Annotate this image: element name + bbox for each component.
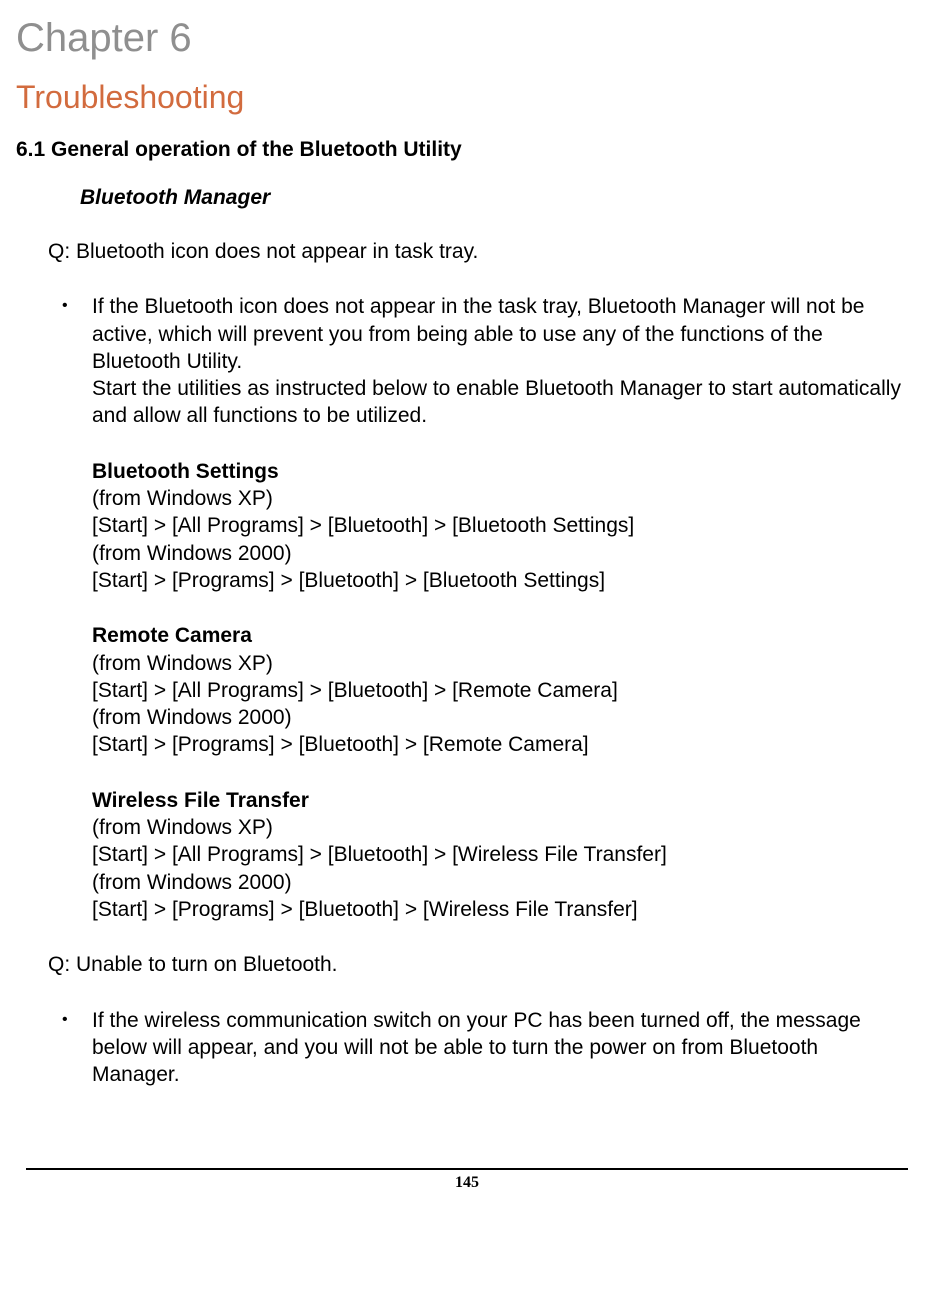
settings-block: Wireless File Transfer (from Windows XP)… (92, 787, 902, 923)
subsection-heading: Bluetooth Manager (80, 186, 918, 210)
faq-answer-list: If the Bluetooth icon does not appear in… (62, 293, 902, 923)
block-title: Remote Camera (92, 624, 252, 647)
faq-question: Q: Unable to turn on Bluetooth. (48, 951, 918, 978)
block-line: [Start] > [All Programs] > [Bluetooth] >… (92, 679, 618, 702)
list-item: If the Bluetooth icon does not appear in… (62, 293, 902, 923)
faq-question: Q: Bluetooth icon does not appear in tas… (48, 238, 918, 265)
block-line: [Start] > [Programs] > [Bluetooth] > [Re… (92, 733, 589, 756)
footer-rule (26, 1168, 908, 1170)
faq-answer-list: If the wireless communication switch on … (62, 1007, 902, 1089)
settings-block: Remote Camera (from Windows XP) [Start] … (92, 622, 902, 758)
chapter-title: Troubleshooting (16, 79, 918, 116)
block-line: (from Windows 2000) (92, 706, 292, 729)
block-line: (from Windows 2000) (92, 871, 292, 894)
block-title: Bluetooth Settings (92, 460, 279, 483)
list-item: If the wireless communication switch on … (62, 1007, 902, 1089)
block-line: [Start] > [Programs] > [Bluetooth] > [Wi… (92, 898, 638, 921)
block-line: (from Windows XP) (92, 652, 273, 675)
answer-text: If the wireless communication switch on … (92, 1009, 861, 1087)
block-title: Wireless File Transfer (92, 789, 309, 812)
section-heading: 6.1 General operation of the Bluetooth U… (16, 138, 918, 162)
block-line: [Start] > [All Programs] > [Bluetooth] >… (92, 514, 634, 537)
settings-block: Bluetooth Settings (from Windows XP) [St… (92, 458, 902, 594)
block-line: (from Windows XP) (92, 487, 273, 510)
answer-text: Start the utilities as instructed below … (92, 377, 901, 427)
block-line: [Start] > [All Programs] > [Bluetooth] >… (92, 843, 667, 866)
block-line: (from Windows 2000) (92, 542, 292, 565)
chapter-number: Chapter 6 (16, 16, 918, 61)
page-number: 145 (16, 1174, 918, 1192)
answer-text: If the Bluetooth icon does not appear in… (92, 295, 864, 373)
block-line: [Start] > [Programs] > [Bluetooth] > [Bl… (92, 569, 605, 592)
document-page: Chapter 6 Troubleshooting 6.1 General op… (0, 0, 934, 1192)
block-line: (from Windows XP) (92, 816, 273, 839)
